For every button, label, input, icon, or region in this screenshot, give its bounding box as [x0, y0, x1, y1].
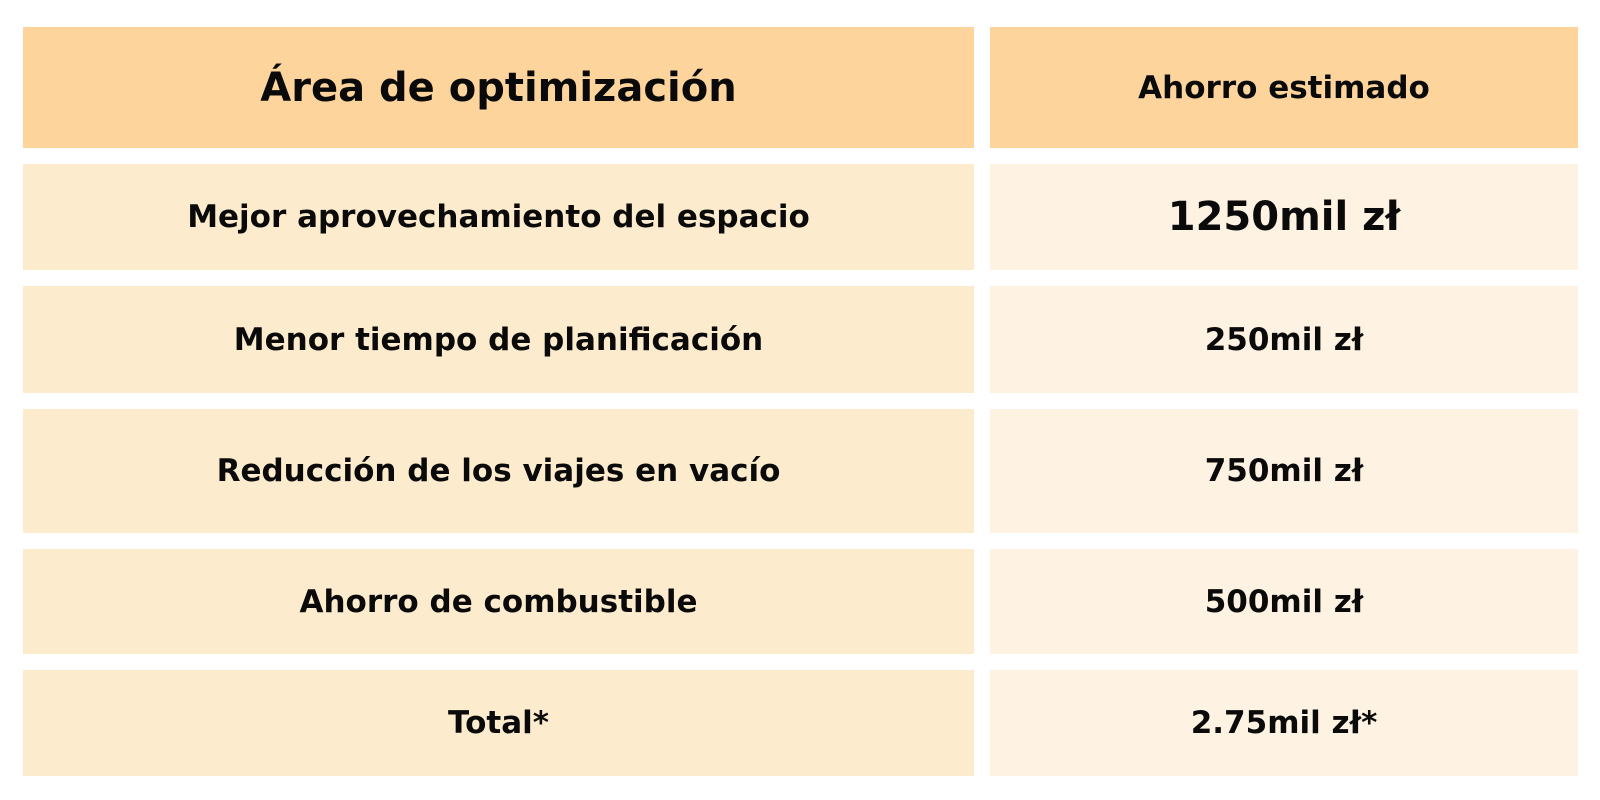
- table-row-total: Total* 2.75mil zł*: [23, 670, 1578, 776]
- header-savings: Ahorro estimado: [990, 27, 1578, 148]
- table-row: Mejor aprovechamiento del espacio 1250mi…: [23, 164, 1578, 270]
- savings-cell: 500mil zł: [990, 549, 1578, 654]
- table-row: Reducción de los viajes en vacío 750mil …: [23, 409, 1578, 533]
- savings-cell: 250mil zł: [990, 286, 1578, 393]
- table-header-row: Área de optimización Ahorro estimado: [23, 27, 1578, 148]
- savings-cell-total: 2.75mil zł*: [990, 670, 1578, 776]
- savings-cell: 750mil zł: [990, 409, 1578, 533]
- area-cell: Mejor aprovechamiento del espacio: [23, 164, 974, 270]
- header-area: Área de optimización: [23, 27, 974, 148]
- area-cell: Reducción de los viajes en vacío: [23, 409, 974, 533]
- savings-table: Área de optimización Ahorro estimado Mej…: [23, 27, 1578, 792]
- area-cell: Menor tiempo de planificación: [23, 286, 974, 393]
- savings-cell: 1250mil zł: [990, 164, 1578, 270]
- area-cell: Ahorro de combustible: [23, 549, 974, 654]
- area-cell-total: Total*: [23, 670, 974, 776]
- table-row: Menor tiempo de planificación 250mil zł: [23, 286, 1578, 393]
- table-row: Ahorro de combustible 500mil zł: [23, 549, 1578, 654]
